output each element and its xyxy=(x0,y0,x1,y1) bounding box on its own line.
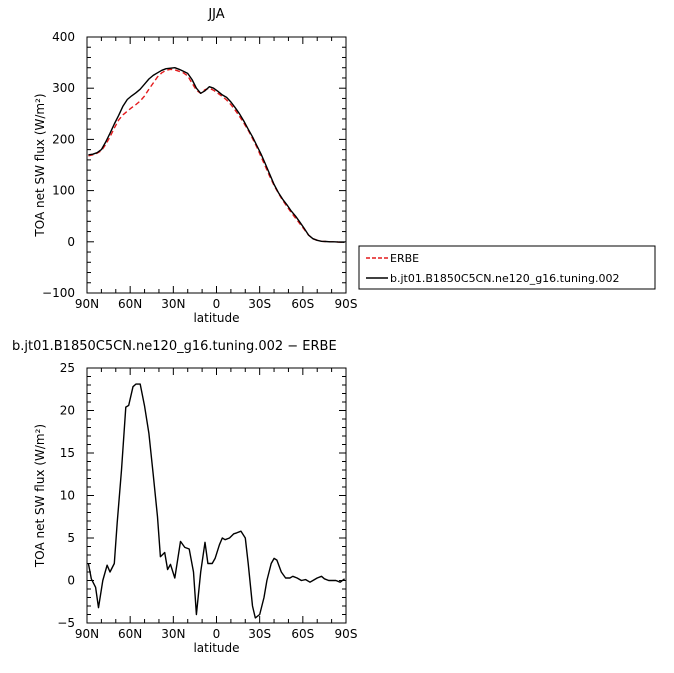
chart-panel-2: b.jt01.B1850C5CN.ne120_g16.tuning.002 − … xyxy=(12,339,357,655)
legend-box xyxy=(358,245,656,290)
chart-panel-1: JJA 90N 60N 30N 0 30S 60S 90S −100 0 100 200 300 400 l… xyxy=(33,7,656,325)
y-tick-label: 20 xyxy=(60,404,75,418)
x-tick-label: 90S xyxy=(335,627,358,641)
chart-title: b.jt01.B1850C5CN.ne120_g16.tuning.002 − … xyxy=(12,339,337,354)
y-tick-label: 0 xyxy=(67,574,75,588)
x-tick-label: 30N xyxy=(161,627,185,641)
legend-entry-2: b.jt01.B1850C5CN.ne120_g16.tuning.002 xyxy=(390,272,619,285)
x-tick-label: 30S xyxy=(248,627,271,641)
x-tick-label: 30S xyxy=(248,297,271,311)
x-tick-label: 60S xyxy=(291,627,314,641)
x-tick-label: 30N xyxy=(161,297,185,311)
series-line-2 xyxy=(88,66,345,243)
y-tick-label: 15 xyxy=(60,446,75,460)
x-tick-label: 90S xyxy=(335,297,358,311)
x-tick-label: 90N xyxy=(75,627,99,641)
x-tick-label: 60N xyxy=(118,297,142,311)
y-tick-label: 100 xyxy=(52,184,75,198)
plot-frame xyxy=(86,36,347,294)
y-tick-label: 400 xyxy=(52,30,75,44)
series-line-1 xyxy=(87,383,346,619)
chart-title: JJA xyxy=(207,7,224,22)
x-axis-label: latitude xyxy=(193,641,239,655)
y-tick-label: 25 xyxy=(60,361,75,375)
y-tick-label: 0 xyxy=(67,235,75,249)
y-tick-label: 5 xyxy=(67,531,75,545)
plot-frame xyxy=(86,367,347,624)
x-tick-label: 0 xyxy=(213,627,221,641)
legend-entry-1: ERBE xyxy=(390,252,419,265)
x-axis-label: latitude xyxy=(193,311,239,325)
x-tick-label: 90N xyxy=(75,297,99,311)
y-tick-label: 10 xyxy=(60,489,75,503)
y-tick-label: 200 xyxy=(52,132,75,146)
legend: ERBE b.jt01.B1850C5CN.ne120_g16.tuning.00… xyxy=(358,245,656,290)
x-tick-label: 60S xyxy=(291,297,314,311)
y-tick-label: −100 xyxy=(42,286,75,300)
y-axis-label: TOA net SW flux (W/m²) xyxy=(33,424,47,568)
y-axis-label: TOA net SW flux (W/m²) xyxy=(33,93,47,237)
x-tick-label: 60N xyxy=(118,627,142,641)
x-tick-label: 0 xyxy=(213,297,221,311)
y-tick-label: −5 xyxy=(57,616,75,630)
y-tick-label: 300 xyxy=(52,81,75,95)
series-line-1 xyxy=(88,68,345,243)
